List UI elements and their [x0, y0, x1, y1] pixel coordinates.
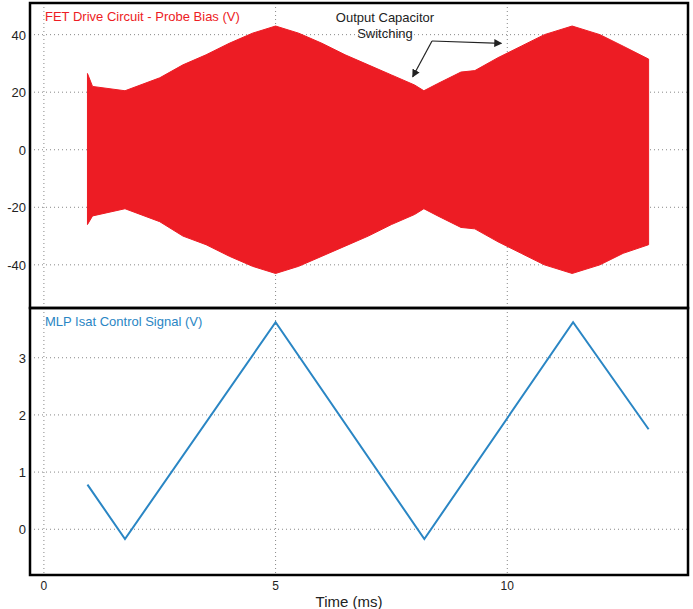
y-tick-label: 3: [19, 351, 26, 366]
x-axis-label: Time (ms): [316, 593, 383, 609]
y-tick-label: -40: [7, 258, 26, 273]
panel-title: FET Drive Circuit - Probe Bias (V): [45, 9, 240, 24]
x-tick-label: 5: [272, 579, 279, 593]
y-tick-label: 0: [19, 522, 26, 537]
panel-title: MLP Isat Control Signal (V): [45, 314, 202, 329]
grid-line-x: [507, 308, 508, 575]
signal-line: [87, 322, 648, 539]
y-tick-label: 1: [19, 465, 26, 480]
x-tick-label: 10: [501, 579, 515, 593]
annotation-arrow: [413, 41, 432, 77]
annotation-line: Switching: [357, 26, 413, 41]
grid-line-x: [43, 3, 44, 308]
grid-line-x: [275, 308, 276, 575]
y-tick-label: 2: [19, 408, 26, 423]
envelope-area: [87, 26, 648, 273]
x-tick-label: 0: [41, 579, 48, 593]
y-tick-label: -20: [7, 200, 26, 215]
grid-line-y: [30, 357, 688, 358]
annotation-line: Output Capacitor: [336, 10, 435, 25]
figure: -40-2002040FET Drive Circuit - Probe Bia…: [0, 0, 693, 609]
grid-line-x: [43, 308, 44, 575]
panel: -40 -20 0 20 40 FET Drive Circuit - Probe Bia…: [7, 3, 688, 308]
plot-frame: [30, 308, 688, 575]
annotation-text: Output CapacitorSwitching: [336, 10, 435, 41]
annotation-arrow: [432, 41, 501, 43]
plot-area: [87, 322, 648, 539]
y-tick-label: 0: [19, 143, 26, 158]
grid-line-y: [30, 414, 688, 415]
plot-area: [87, 26, 648, 273]
panel: 0 1 2 3 0 5 10 Time (ms) MLP Isat Control Signal…: [19, 308, 688, 609]
y-tick-label: 20: [12, 85, 26, 100]
plot-frame: [30, 3, 688, 308]
y-tick-label: 40: [12, 28, 26, 43]
grid-line-y: [30, 529, 688, 530]
grid-line-y: [30, 472, 688, 473]
